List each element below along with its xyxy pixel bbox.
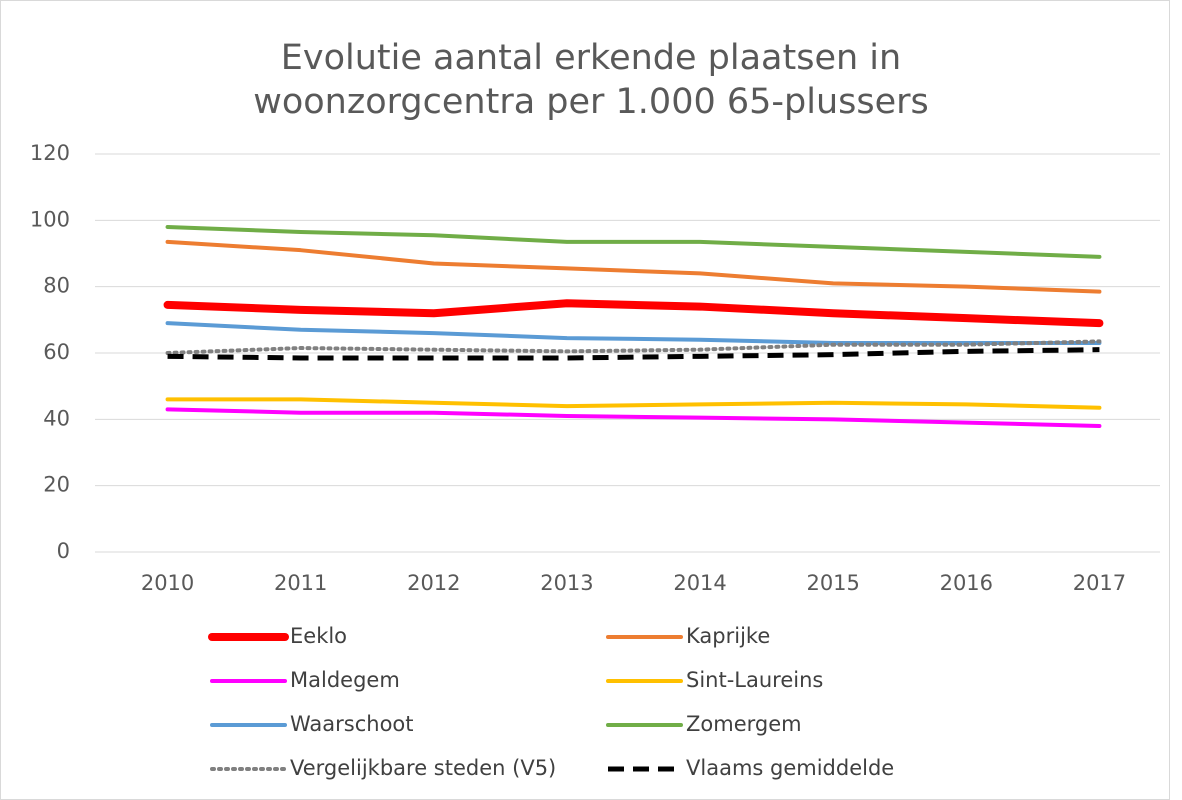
legend-label: Vlaams gemiddelde [686,756,894,780]
x-tick-label: 2017 [1073,571,1126,595]
y-tick-label: 120 [30,141,70,165]
y-tick-label: 0 [57,539,70,563]
x-tick-label: 2014 [673,571,726,595]
legend-label: Eeklo [290,624,347,648]
legend-label: Maldegem [290,668,400,692]
y-tick-label: 80 [43,274,70,298]
series-line [165,339,1102,355]
x-tick-label: 2013 [540,571,593,595]
y-tick-label: 60 [43,340,70,364]
legend: Eeklo Kaprijke Maldegem Sint-Laureins Waarsc… [208,624,894,780]
series-line [165,407,1102,428]
series-line [163,299,1104,328]
legend-label: Kaprijke [686,624,770,648]
legend-label: Zomergem [686,712,802,736]
y-tick-label: 100 [30,207,70,231]
x-tick-label: 2010 [141,571,194,595]
legend-label: Waarschoot [290,712,414,736]
series-line [165,224,1102,259]
series-line [167,347,1100,361]
series-line [165,239,1102,294]
y-tick-label: 20 [43,473,70,497]
x-tick-label: 2012 [407,571,460,595]
legend-label: Sint-Laureins [686,668,823,692]
x-tick-label: 2015 [806,571,859,595]
series-line [165,397,1102,410]
chart-title: Evolutie aantal erkende plaatsen in woon… [253,38,929,122]
y-tick-label: 40 [43,406,70,430]
series-line [165,321,1102,346]
x-tick-label: 2011 [274,571,327,595]
x-tick-label: 2016 [940,571,993,595]
legend-label: Vergelijkbare steden (V5) [290,756,556,780]
